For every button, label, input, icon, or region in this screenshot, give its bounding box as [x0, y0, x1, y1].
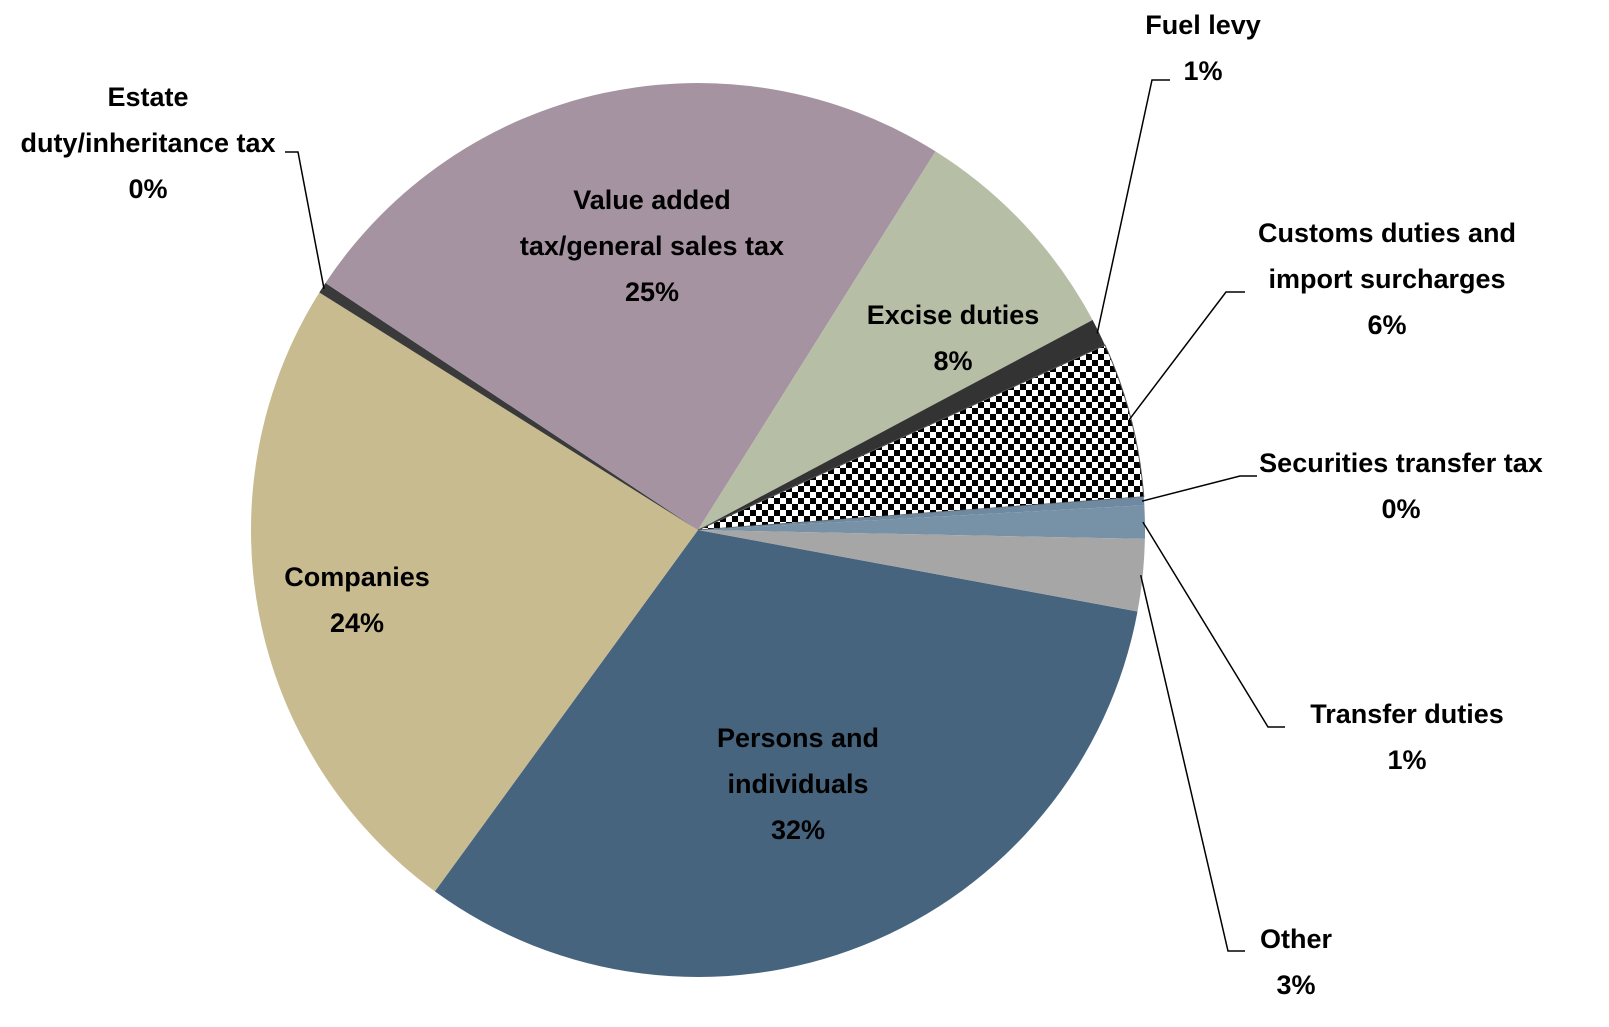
slice-label: Fuel levy 1% — [1118, 2, 1288, 94]
slice-name: Estate duty/inheritance tax — [20, 82, 276, 158]
leader-line — [1128, 291, 1245, 421]
pie-slice — [434, 530, 1138, 977]
leader-line — [285, 151, 325, 289]
slice-label: Companies 24% — [227, 554, 487, 646]
slice-label: Transfer duties 1% — [1267, 691, 1547, 783]
slice-name: Companies — [284, 562, 430, 592]
pie-slice — [325, 83, 936, 530]
slice-value: 25% — [624, 277, 680, 307]
pie-slice — [698, 151, 1093, 531]
slice-label: Excise duties 8% — [833, 292, 1073, 384]
slice-value: 0% — [1381, 494, 1421, 524]
slice-value: 3% — [1276, 970, 1316, 1000]
slice-label: Value added tax/general sales tax 25% — [507, 177, 797, 315]
slice-value: 0% — [128, 174, 168, 204]
slice-name: Value added tax/general sales tax — [519, 185, 785, 261]
slice-value: 1% — [1183, 56, 1223, 86]
leader-line — [1141, 475, 1257, 502]
slice-name: Persons and individuals — [716, 723, 880, 799]
slice-label: Customs duties and import surcharges 6% — [1232, 210, 1542, 348]
slice-name: Transfer duties — [1310, 699, 1504, 729]
leader-line — [1142, 521, 1285, 728]
pie-slice — [698, 320, 1106, 530]
pie-slice — [698, 505, 1146, 539]
slice-value: 24% — [329, 608, 385, 638]
pie-slice — [698, 496, 1145, 530]
slice-name: Fuel levy — [1145, 10, 1261, 40]
leader-line — [1096, 79, 1170, 334]
slice-name: Securities transfer tax — [1259, 448, 1543, 478]
slice-name: Excise duties — [866, 300, 1040, 330]
pie-slice — [319, 283, 698, 530]
slice-label: Persons and individuals 32% — [683, 715, 913, 853]
slice-name: Other — [1259, 924, 1332, 954]
slice-value: 32% — [770, 815, 826, 845]
slice-value: 6% — [1367, 310, 1407, 340]
slice-name: Customs duties and import surcharges — [1257, 218, 1517, 294]
slice-label: Other 3% — [1236, 916, 1356, 1008]
slice-value: 8% — [933, 346, 973, 376]
slice-value: 1% — [1387, 745, 1427, 775]
leader-line — [1139, 574, 1245, 952]
pie-slice — [250, 292, 698, 892]
slice-label: Estate duty/inheritance tax 0% — [13, 74, 283, 212]
slice-label: Securities transfer tax 0% — [1251, 440, 1551, 532]
pie-slice — [697, 344, 1145, 531]
pie-slice — [698, 530, 1145, 612]
